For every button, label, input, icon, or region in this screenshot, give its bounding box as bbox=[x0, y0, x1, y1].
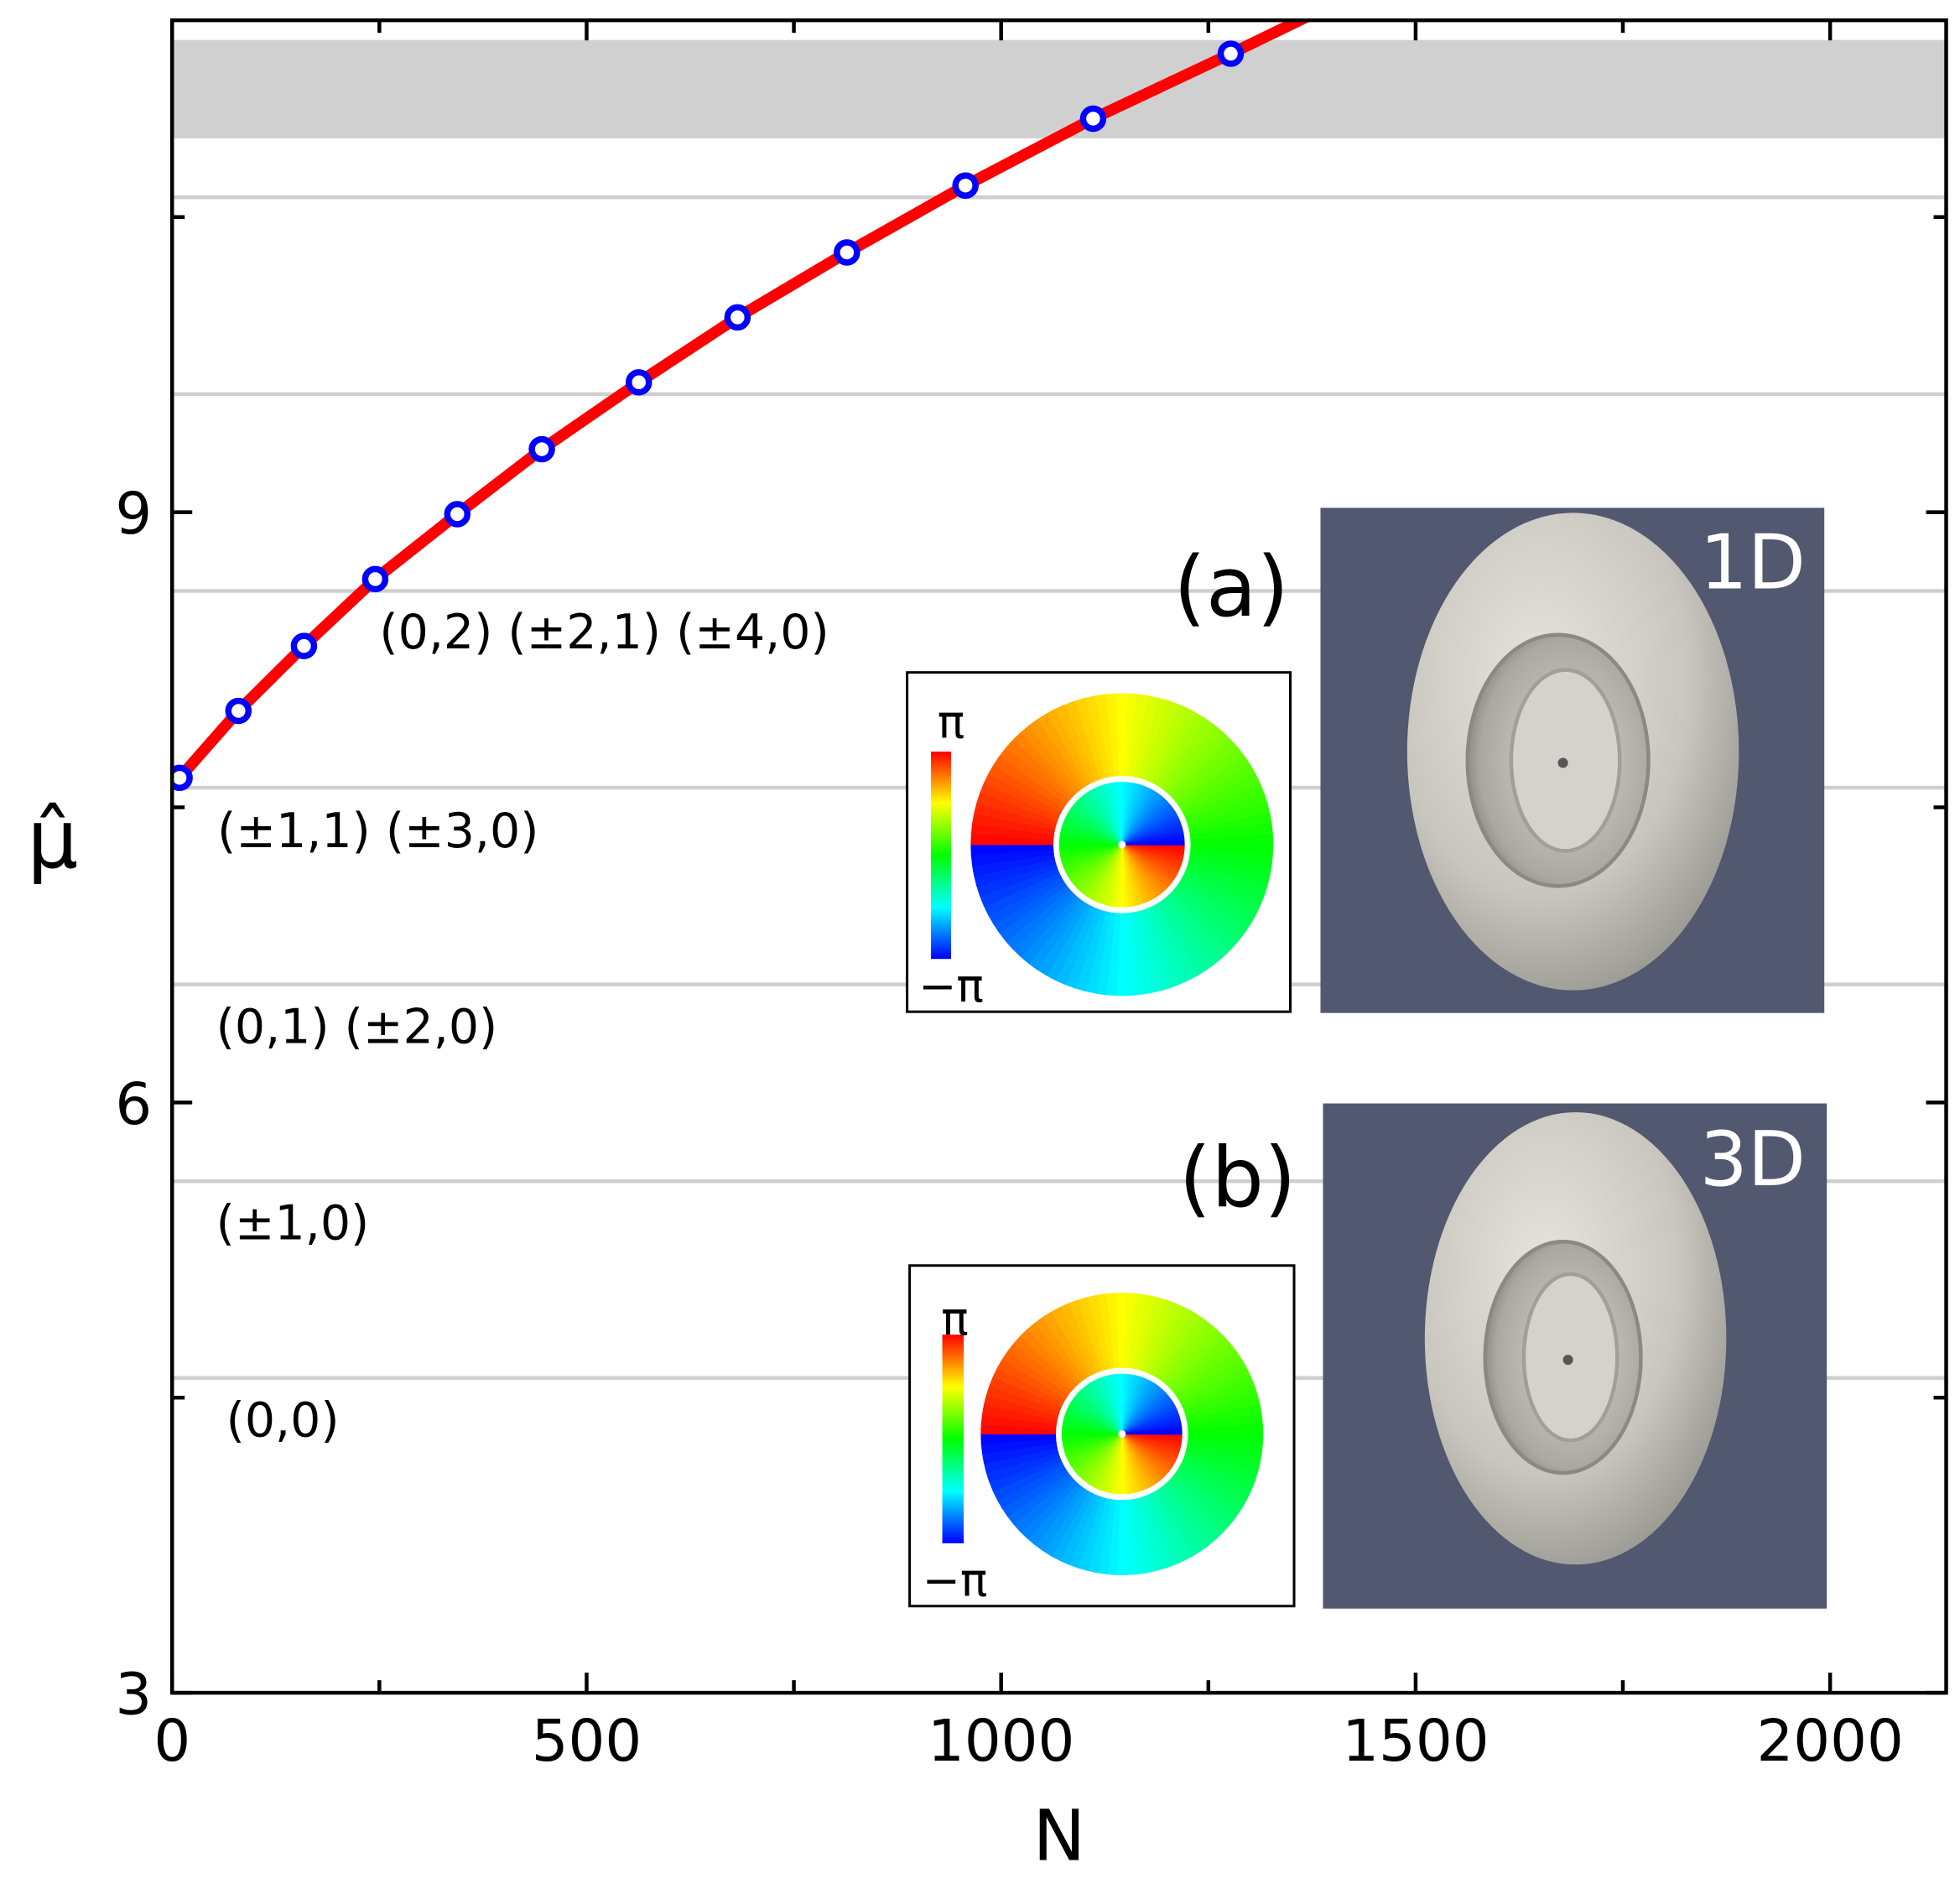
plot-area: (0,0) (±1,0) (0,1) (±2,0) (±1,1) (±3,0) (0,2… bbox=[115, 20, 1947, 1775]
level-label: (±1,0) bbox=[216, 1195, 370, 1251]
dimension-label: 3D bbox=[1700, 1116, 1806, 1204]
colorbar-max: π bbox=[938, 696, 964, 749]
panel-label: (a) bbox=[1173, 539, 1289, 636]
colorbar bbox=[931, 752, 952, 960]
core bbox=[1118, 1430, 1126, 1438]
point bbox=[290, 632, 318, 659]
x-tick-label: 0 bbox=[153, 1708, 190, 1775]
band bbox=[172, 39, 1947, 138]
point bbox=[724, 304, 751, 331]
insets: π −π (a) 1D π −π (b) 3D bbox=[906, 507, 1827, 1609]
x-axis-label: N bbox=[1033, 1794, 1086, 1876]
y-tick-label: 6 bbox=[115, 1071, 152, 1138]
x-tick-label: 1000 bbox=[928, 1708, 1074, 1775]
colorbar bbox=[942, 1335, 964, 1543]
panel-label: (b) bbox=[1179, 1130, 1297, 1226]
inset: π −π (a) 1D bbox=[906, 507, 1825, 1013]
colorbar-min: −π bbox=[918, 960, 984, 1012]
level-label: (0,2) (±2,1) (±4,0) bbox=[379, 605, 829, 660]
x-tick-label: 500 bbox=[532, 1708, 642, 1775]
level-label: (0,0) bbox=[226, 1393, 340, 1449]
core-ring bbox=[1056, 1368, 1188, 1500]
phase-wedge bbox=[1121, 1428, 1183, 1435]
point bbox=[361, 565, 389, 593]
point bbox=[1217, 40, 1245, 67]
core-ring bbox=[1053, 777, 1190, 913]
vortex-dimple bbox=[1557, 757, 1568, 768]
phase-wedge bbox=[1188, 1423, 1264, 1435]
level-label: (±1,1) (±3,0) bbox=[217, 804, 538, 859]
point bbox=[626, 369, 652, 396]
dimension-label: 1D bbox=[1700, 519, 1806, 606]
point bbox=[834, 239, 860, 266]
point bbox=[225, 697, 252, 725]
inset: π −π (b) 3D bbox=[908, 1103, 1827, 1609]
point bbox=[528, 435, 555, 463]
point bbox=[1079, 105, 1107, 133]
phase-wedge bbox=[1190, 833, 1274, 846]
level-label: (0,1) (±2,0) bbox=[216, 1000, 498, 1055]
data-layer bbox=[172, 20, 1947, 1381]
point bbox=[172, 764, 193, 792]
point bbox=[444, 501, 471, 528]
vortex-dimple bbox=[1562, 1355, 1573, 1366]
y-axis-label: μ̂ bbox=[27, 793, 78, 887]
y-tick-label: 9 bbox=[115, 481, 152, 548]
point bbox=[952, 172, 979, 199]
core bbox=[1118, 840, 1126, 849]
plot-frame bbox=[169, 18, 1948, 1695]
y-tick-label: 3 bbox=[115, 1662, 152, 1729]
colorbar-min: −π bbox=[923, 1554, 988, 1607]
x-tick-label: 1500 bbox=[1342, 1708, 1489, 1775]
x-tick-label: 2000 bbox=[1756, 1708, 1903, 1775]
colorbar-max: π bbox=[941, 1293, 968, 1345]
